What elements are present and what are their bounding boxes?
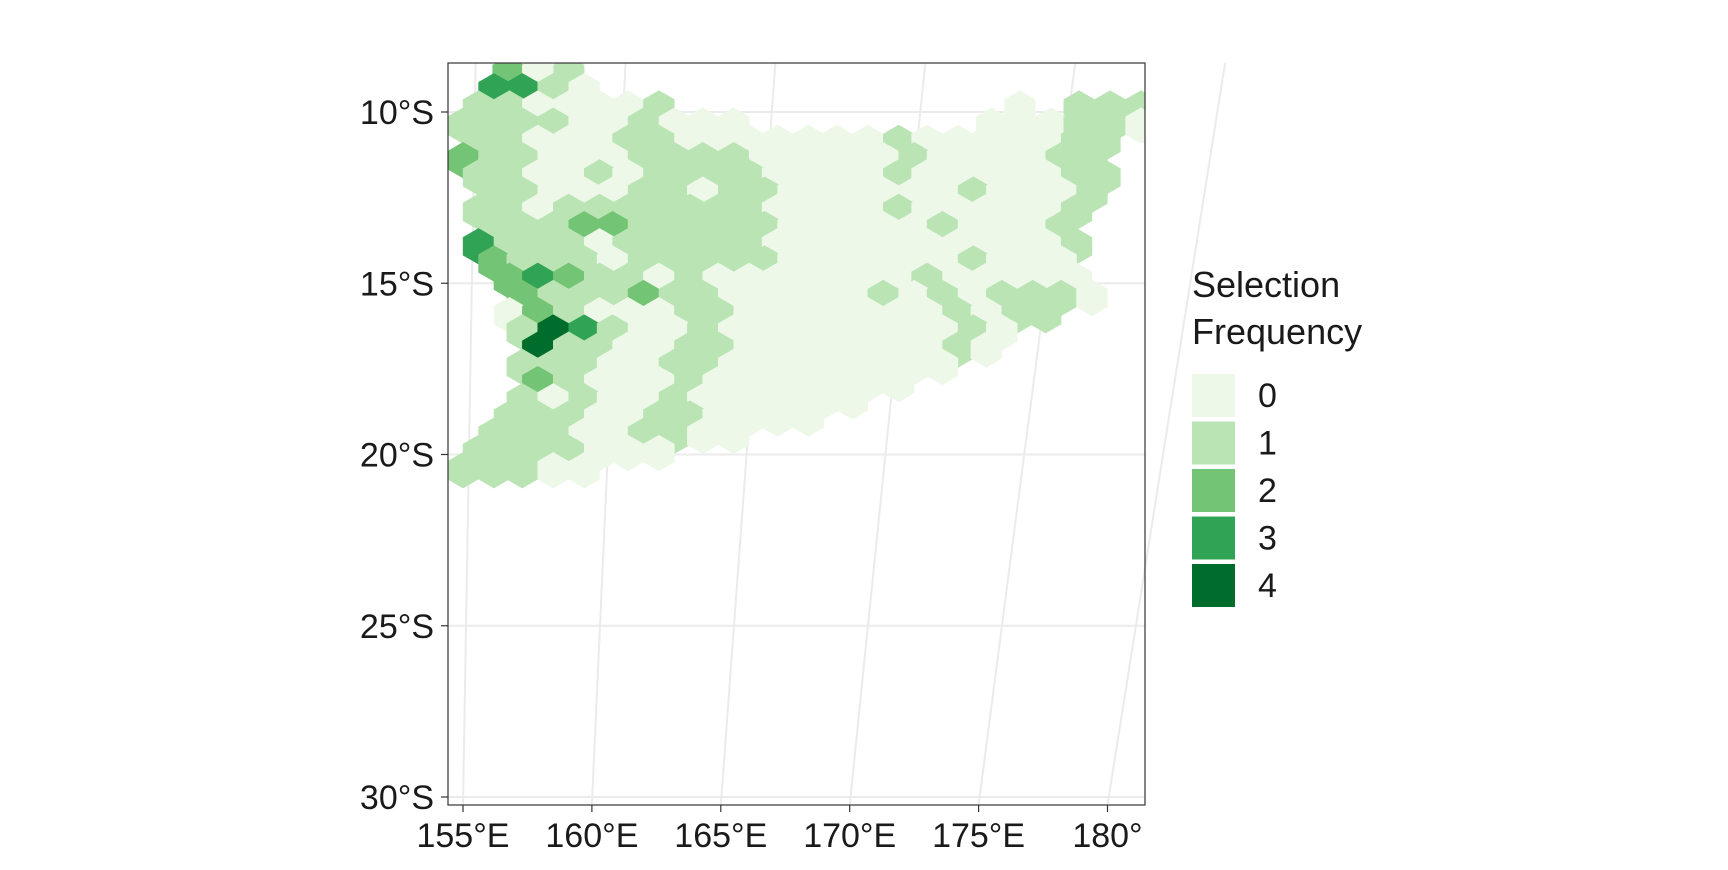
legend-key-swatch	[1192, 374, 1235, 417]
hex-cell	[926, 348, 959, 385]
hex-cell	[970, 331, 1003, 368]
x-tick-label: 175°E	[932, 817, 1025, 855]
gridline-lon	[1106, 62, 1227, 806]
x-tick-label: 160°E	[545, 817, 638, 855]
y-tick-label: 25°S	[360, 608, 434, 646]
hex-cell	[836, 383, 869, 420]
x-tick-label: 180°	[1072, 817, 1142, 855]
x-tick-label: 155°E	[416, 817, 509, 855]
legend-title-line: Selection	[1192, 264, 1340, 305]
legend-key-label: 3	[1258, 520, 1277, 558]
x-tick-label: 170°E	[803, 817, 896, 855]
hex-cell	[792, 400, 825, 437]
legend-key-swatch	[1192, 421, 1235, 465]
legend-key-label: 0	[1258, 377, 1277, 415]
y-tick-label: 30°S	[360, 779, 434, 817]
hex-cell	[643, 434, 675, 472]
panel-border	[447, 62, 1146, 806]
legend-key-swatch	[1192, 564, 1235, 607]
x-tick-label: 165°E	[674, 817, 767, 855]
legend-key-swatch	[1192, 516, 1235, 560]
legend-key-swatch	[1192, 469, 1235, 512]
hex-cell	[568, 452, 600, 489]
legend-key-label: 1	[1258, 425, 1277, 463]
y-tick-label: 20°S	[360, 437, 434, 475]
legend: Selection Frequency 0 1 2 3 4	[1192, 264, 1362, 607]
hex-cell	[1125, 107, 1145, 144]
y-tick-label: 10°S	[360, 94, 434, 132]
legend-title-line: Frequency	[1192, 311, 1362, 352]
hex-cells	[448, 63, 1145, 489]
hex-cell	[1029, 297, 1062, 334]
legend-key-label: 2	[1258, 472, 1277, 510]
hex-cell	[717, 417, 750, 454]
y-tick-label: 15°S	[360, 265, 434, 303]
hex-cell	[882, 365, 915, 403]
hex-cell	[1076, 279, 1108, 317]
legend-key-label: 4	[1258, 567, 1277, 605]
